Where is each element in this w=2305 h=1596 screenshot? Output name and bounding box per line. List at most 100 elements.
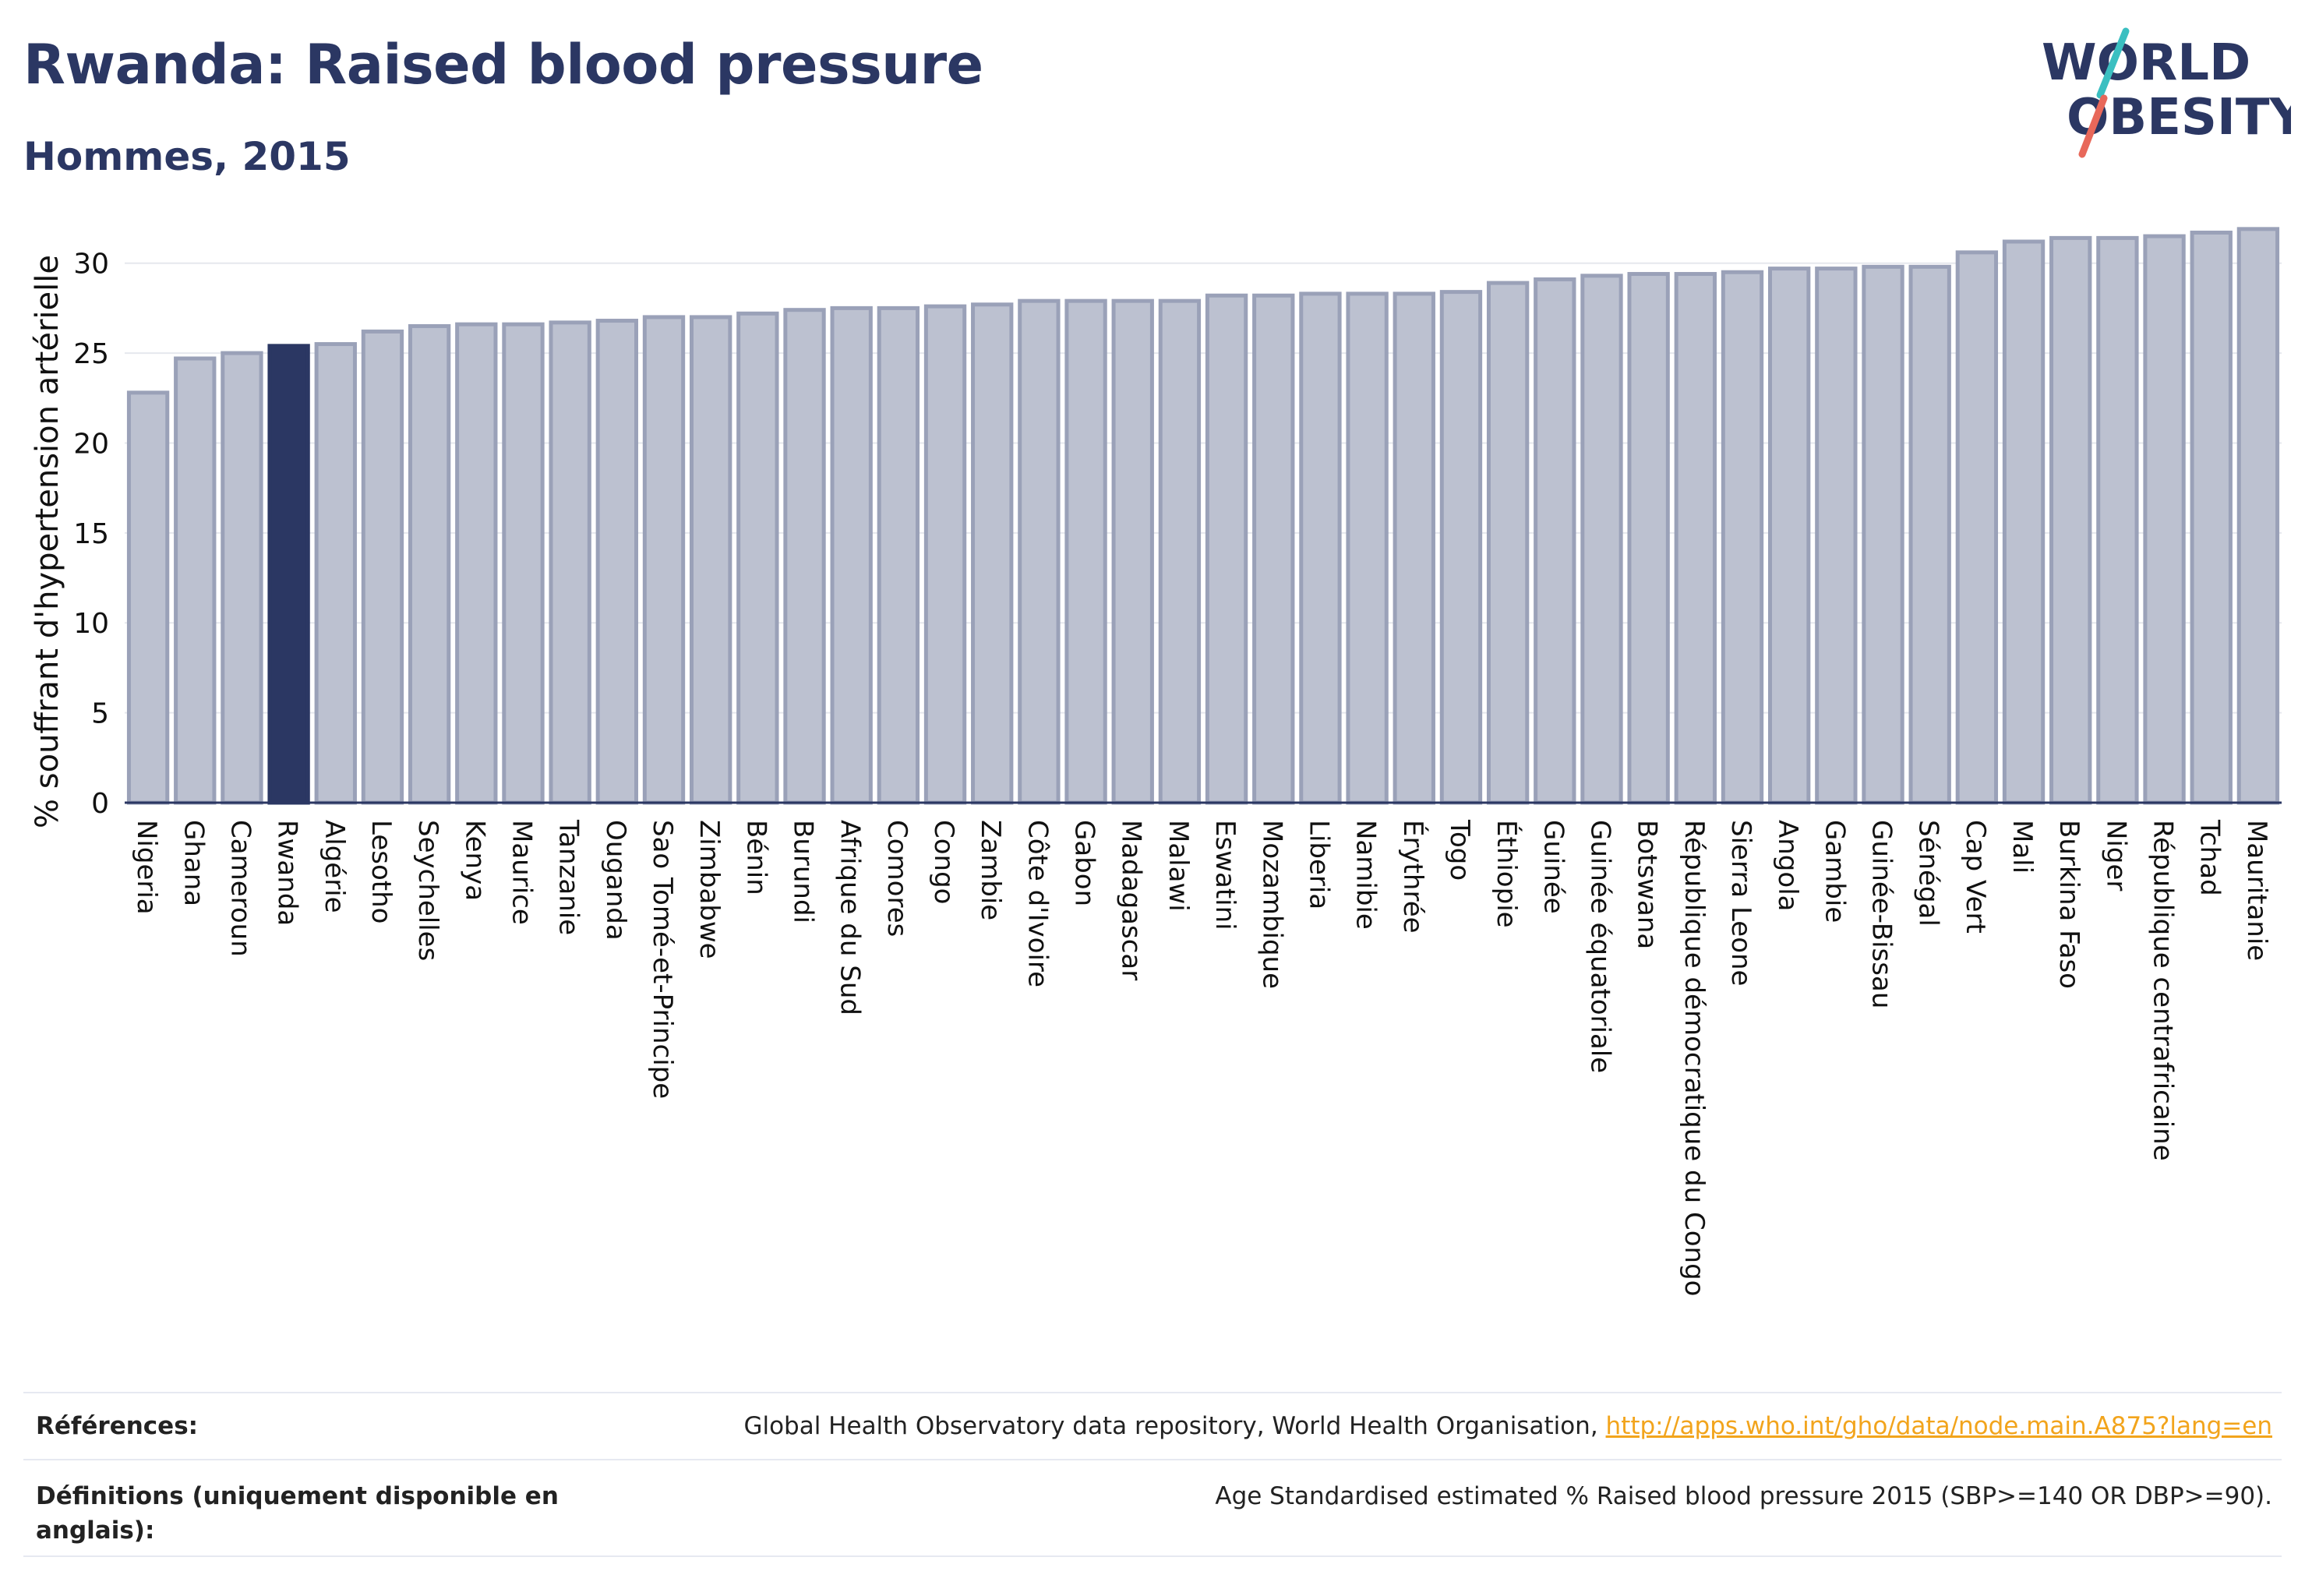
bar [1815, 267, 1858, 805]
x-tick-label: Rwanda [272, 820, 303, 926]
x-tick-label: Mali [2007, 820, 2038, 874]
logo-text-world: WORLD [2042, 34, 2250, 92]
x-tick-labels: Nigeria Ghana Cameroun Rwanda Algérie Lesotho… [131, 819, 2272, 1296]
bar [1346, 291, 1389, 805]
x-tick-label: Botswana [1632, 820, 1663, 949]
x-tick-label: Burundi [788, 820, 819, 923]
definitions-label: Définitions (uniquement disponible en ang… [36, 1479, 559, 1548]
bar [2143, 234, 2186, 805]
x-tick-label: Niger [2100, 820, 2131, 891]
x-tick-label: Togo [1444, 819, 1475, 881]
y-tick-label: 15 [73, 518, 109, 550]
x-tick-label: Mauritanie [2241, 820, 2272, 961]
x-tick-label: République démocratique du Congo [1678, 820, 1710, 1296]
bar [830, 305, 873, 805]
bar [361, 329, 404, 805]
bar [2096, 235, 2139, 805]
x-tick-label: Gabon [1069, 820, 1100, 906]
world-obesity-logo: WORLD OBESITY [2042, 27, 2291, 158]
bar-highlighted [267, 344, 310, 805]
x-tick-label: Sierra Leone [1725, 820, 1756, 986]
footer-rule-bottom [23, 1555, 2282, 1557]
bar-chart: Nigeria Ghana Cameroun Rwanda Algérie Lesotho… [30, 227, 2282, 1296]
bar [2190, 230, 2233, 805]
x-tick-label: Éthiopie [1491, 820, 1523, 928]
bar [1534, 277, 1576, 805]
x-tick-label: Seychelles [412, 820, 443, 961]
x-tick-label: République centrafricaine [2148, 820, 2179, 1161]
bar [1627, 272, 1670, 805]
y-tick-label: 25 [73, 338, 109, 370]
x-tick-label: Mozambique [1256, 820, 1287, 989]
x-tick-label: Angola [1772, 820, 1803, 911]
x-tick-label: Cameroun [224, 820, 256, 957]
x-tick-label: Madagascar [1116, 820, 1147, 980]
bar [1674, 272, 1717, 805]
bar [1721, 270, 1764, 805]
y-axis-label: % souffrant d'hypertension artérielle [30, 255, 65, 828]
bar [1393, 291, 1435, 805]
y-tick-label: 20 [73, 428, 109, 460]
y-tick-label: 5 [91, 698, 109, 730]
x-tick-label: Lesotho [365, 820, 397, 923]
bar [690, 315, 732, 805]
x-tick-label: Guinée [1537, 820, 1569, 914]
bar [1205, 293, 1248, 805]
x-tick-label: Burkina Faso [2053, 820, 2084, 989]
bar [455, 322, 498, 805]
x-tick-label: Zambie [975, 820, 1006, 920]
x-tick-label: Guinée-Bissau [1866, 820, 1897, 1008]
x-tick-label: Namibie [1350, 820, 1382, 930]
page-title: Rwanda: Raised blood pressure [23, 33, 983, 97]
x-tick-label: Ghana [178, 820, 209, 906]
x-tick-label: Tanzanie [553, 819, 584, 935]
x-tick-label: Malawi [1163, 820, 1194, 912]
bar [2002, 239, 2046, 805]
bar [1580, 274, 1623, 805]
x-tick-label: Gambie [1819, 820, 1850, 923]
definitions-row: Définitions (uniquement disponible en ang… [23, 1479, 2282, 1549]
references-label: Références: [36, 1412, 199, 1440]
bar [2049, 235, 2092, 805]
references-row: Références: Global Health Observatory da… [23, 1412, 2282, 1451]
bar [408, 323, 451, 805]
y-tick-label: 0 [91, 788, 109, 820]
x-tick-label: Algérie [319, 820, 350, 913]
x-tick-label: Nigeria [131, 820, 162, 915]
bar [126, 390, 170, 805]
x-tick-label: Tchad [2194, 819, 2226, 896]
x-tick-label: Eswatini [1209, 820, 1241, 930]
x-tick-label: Cap Vert [1960, 820, 1991, 934]
bar [1439, 290, 1483, 805]
bar [1299, 291, 1342, 805]
x-tick-label: Kenya [459, 820, 490, 901]
bar [1768, 267, 1811, 805]
bar [314, 342, 357, 805]
bar [1862, 264, 1904, 805]
y-tick-label: 10 [73, 608, 109, 640]
bar [642, 315, 686, 805]
x-tick-label: Érythrée [1397, 820, 1429, 934]
x-tick-label: Sao Tomé-et-Principe [647, 820, 678, 1099]
footer-rule-top [23, 1392, 2282, 1393]
bar [971, 302, 1014, 805]
page-subtitle: Hommes, 2015 [23, 134, 351, 179]
bar [783, 308, 826, 805]
definitions-label-line2: anglais): [36, 1517, 155, 1545]
x-tick-label: Ouganda [600, 820, 631, 941]
bar [2236, 227, 2280, 805]
bar [502, 322, 545, 805]
x-tick-label: Sénégal [1913, 820, 1944, 927]
references-link[interactable]: http://apps.who.int/gho/data/node.main.A… [1605, 1412, 2272, 1440]
x-tick-label: Zimbabwe [694, 820, 725, 959]
references-text: Global Health Observatory data repositor… [743, 1412, 2272, 1440]
x-tick-label: Guinée équatoriale [1584, 820, 1615, 1073]
x-tick-label: Afrique du Sud [835, 820, 866, 1015]
bar [1486, 281, 1530, 805]
x-tick-label: Comores [881, 820, 912, 937]
bar [877, 305, 920, 805]
x-tick-label: Côte d'Ivoire [1022, 820, 1053, 987]
references-source: Global Health Observatory data repositor… [743, 1412, 1606, 1440]
bar [221, 351, 263, 805]
footer-rule-middle [23, 1459, 2282, 1460]
